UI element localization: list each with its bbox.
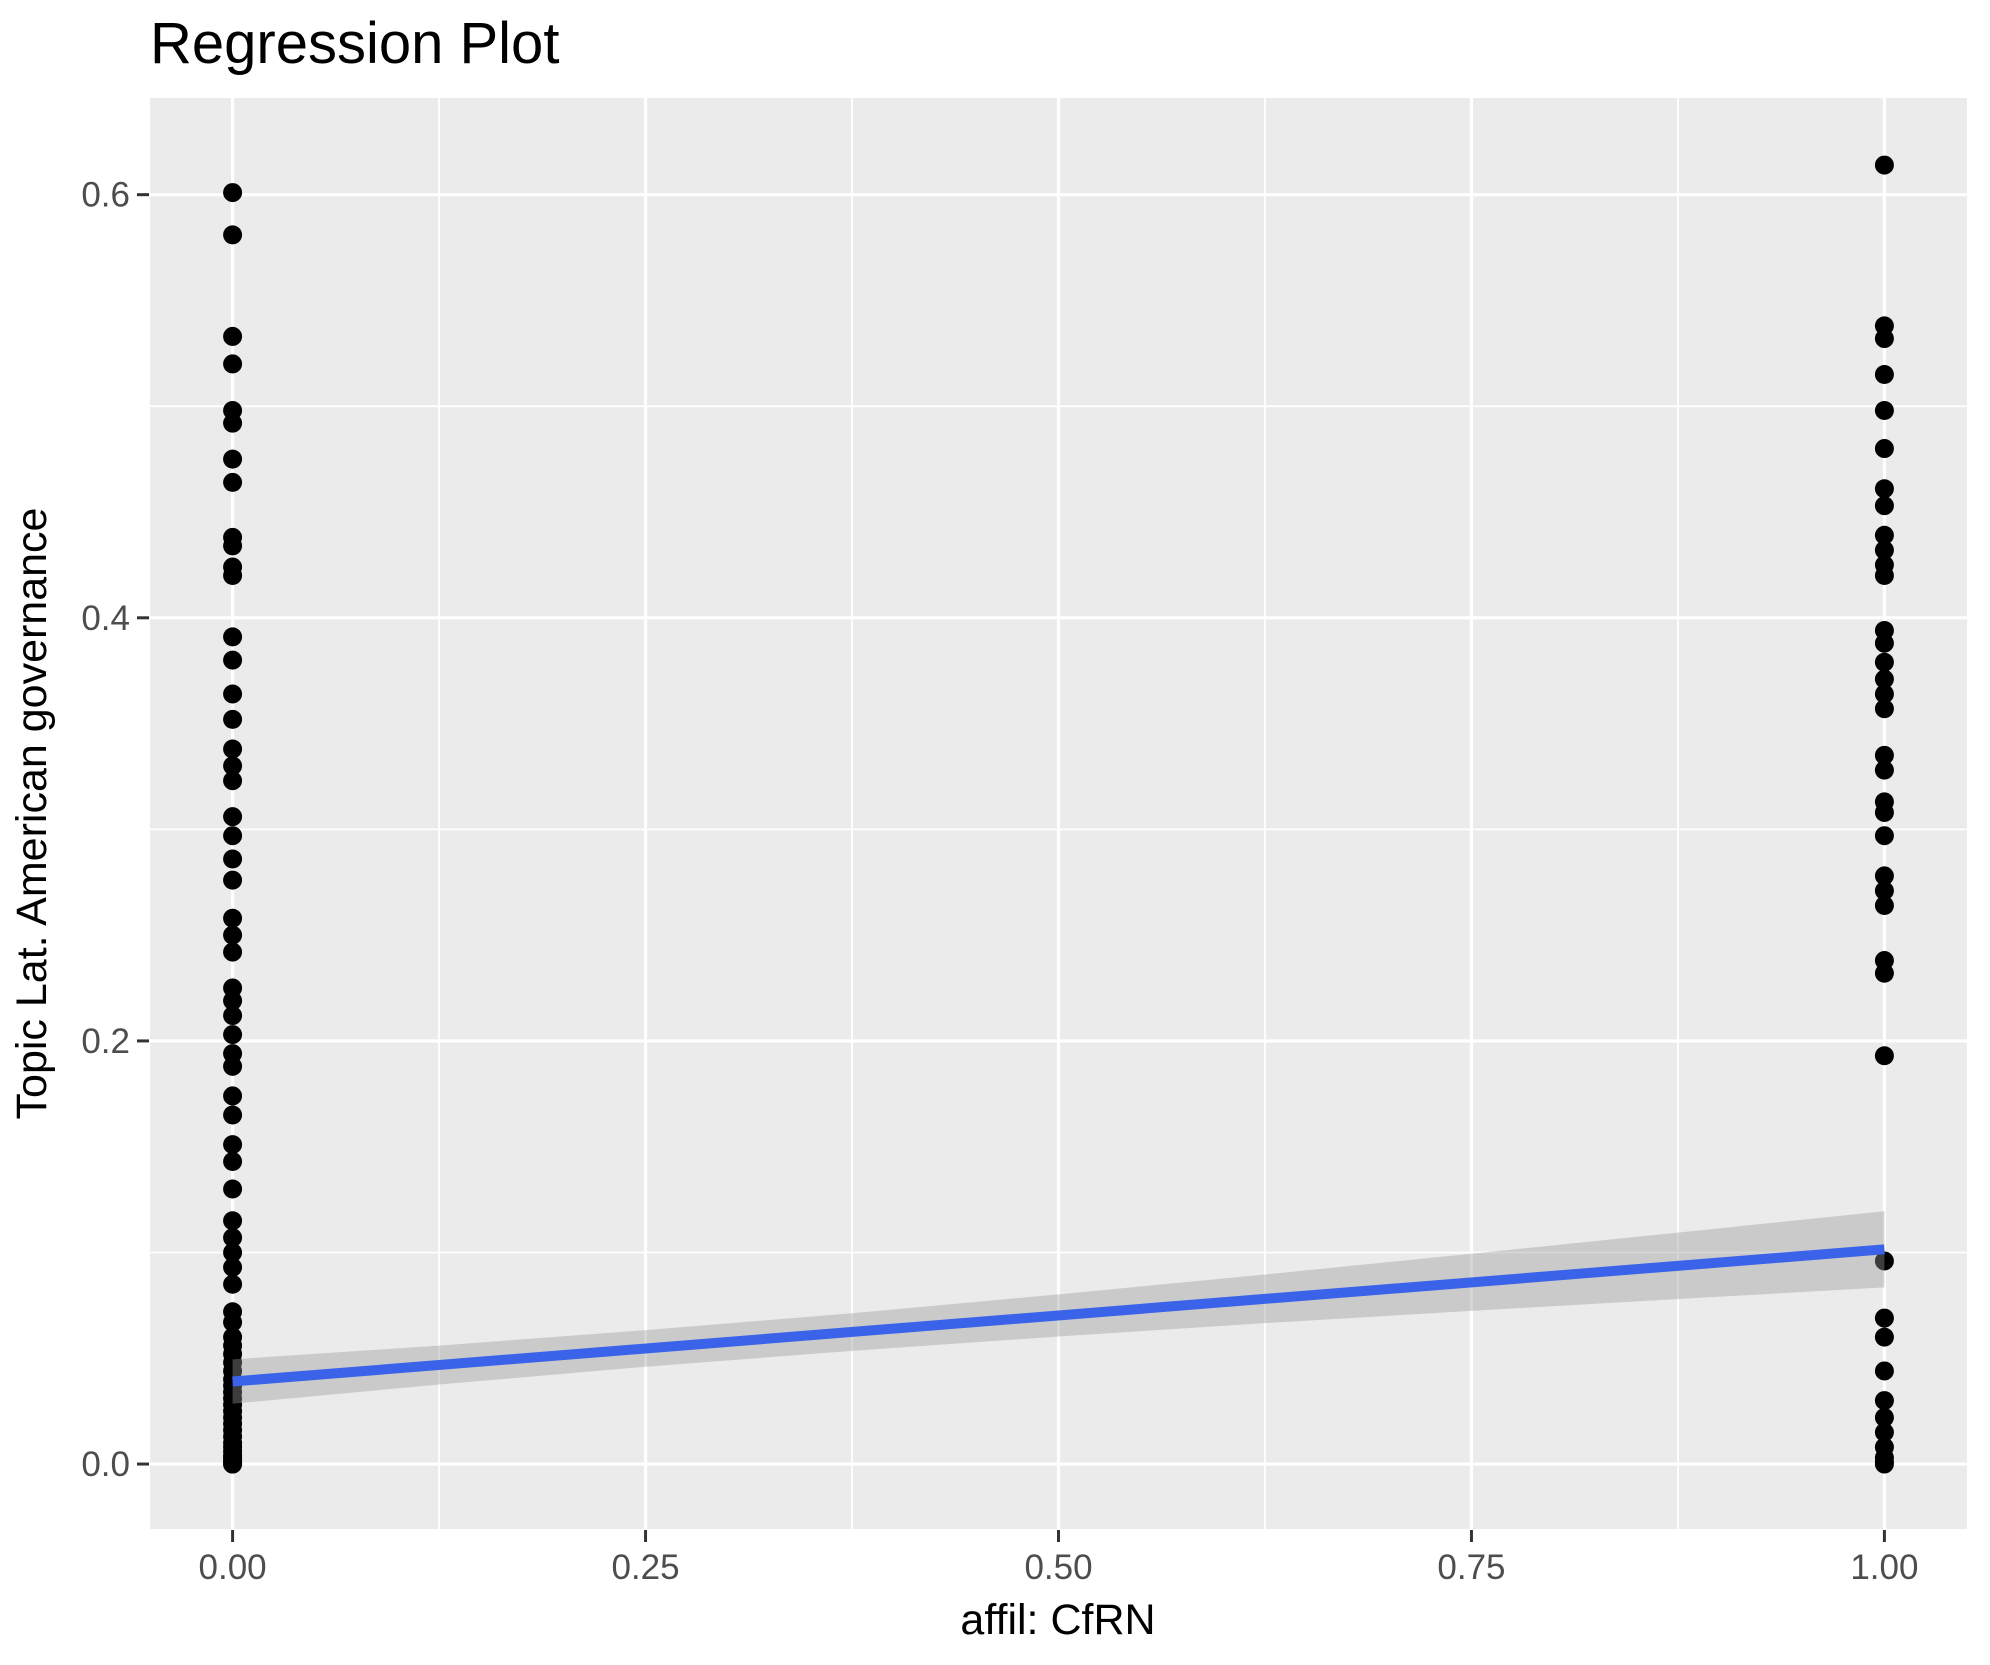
data-point [223,991,243,1011]
data-point [223,684,243,704]
data-point [223,849,243,869]
data-point [1874,439,1894,459]
data-point [1874,1327,1894,1347]
data-point [223,536,243,556]
x-tick-label: 0.50 [1024,1548,1092,1587]
data-point [223,942,243,962]
data-point [1874,365,1894,385]
data-point [223,627,243,647]
data-point [223,1152,243,1172]
data-point [1874,699,1894,719]
data-point [1874,684,1894,704]
data-point [223,1242,243,1262]
data-point [223,413,243,433]
data-point [223,739,243,759]
data-point [1874,1361,1894,1381]
x-tick-label: 0.00 [199,1548,267,1587]
data-point [1874,565,1894,585]
data-point [223,1228,243,1248]
data-point [223,807,243,827]
data-point [1874,329,1894,349]
data-point [1874,1251,1894,1271]
data-point [223,1056,243,1076]
data-point [223,326,243,346]
data-point [223,1454,243,1474]
data-point [223,1006,243,1026]
data-point [223,354,243,374]
data-point [1874,881,1894,901]
data-point [223,1025,243,1045]
data-point [223,1135,243,1155]
x-tick-label: 0.75 [1437,1548,1505,1587]
data-point [223,225,243,245]
x-tick-label: 1.00 [1850,1548,1918,1587]
data-point [223,183,243,203]
data-point [1874,496,1894,516]
data-point [1874,1308,1894,1328]
data-point [1874,669,1894,689]
data-point [223,756,243,776]
data-point [1874,400,1894,420]
data-point [1874,1454,1894,1474]
confidence-band [232,1211,1885,1404]
regression-line [232,1244,1885,1387]
data-point [223,1211,243,1231]
y-axis-tick-labels: 0.0 0.2 0.4 0.6 [81,176,130,1484]
y-tick-label: 0.0 [81,1445,130,1484]
data-point [223,908,243,928]
x-tick-label: 0.25 [611,1548,679,1587]
y-tick-label: 0.6 [81,176,130,215]
data-point [1874,525,1894,545]
data-point [223,1257,243,1277]
y-axis-title: Topic Lat. American governance [8,508,56,1120]
data-point [1874,155,1894,175]
data-point [223,1086,243,1106]
data-point [223,1105,243,1125]
x-axis-title: affil: CfRN [960,1596,1155,1644]
data-point [1874,540,1894,560]
axis-tick-marks [137,193,1886,1542]
y-tick-label: 0.2 [81,1022,130,1061]
data-point [223,472,243,492]
scatter-points [223,155,1894,1474]
confidence-band-ribbon [232,1211,1885,1404]
data-point [1874,1408,1894,1428]
data-point [1874,652,1894,672]
data-point [223,1312,243,1332]
data-point [1874,963,1894,983]
data-point [1874,1422,1894,1442]
regression-line-segment [232,1244,1885,1387]
x-axis-tick-labels: 0.00 0.25 0.50 0.75 1.00 [199,1548,1919,1587]
data-point [223,650,243,670]
data-point [1874,479,1894,499]
data-point [223,925,243,945]
data-point [223,449,243,469]
data-point [223,1274,243,1294]
data-point [1874,866,1894,886]
data-point [223,565,243,585]
data-point [1874,760,1894,780]
y-tick-label: 0.4 [81,599,130,638]
data-point [1874,1391,1894,1411]
data-point [223,771,243,791]
data-point [1874,896,1894,916]
data-point [1874,826,1894,846]
data-point [223,1179,243,1199]
data-point [223,709,243,729]
data-point [1874,745,1894,765]
plot-title: Regression Plot [150,11,559,76]
data-point [1874,802,1894,822]
data-point [223,870,243,890]
data-point [1874,1046,1894,1066]
data-point [223,826,243,846]
data-point [1874,633,1894,653]
